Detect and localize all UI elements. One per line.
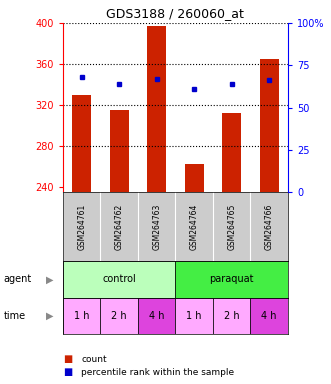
Text: GSM264764: GSM264764 <box>190 204 199 250</box>
Bar <box>110 110 128 192</box>
Bar <box>185 164 204 192</box>
Text: GSM264766: GSM264766 <box>265 204 274 250</box>
Text: paraquat: paraquat <box>210 274 254 285</box>
Bar <box>63 261 175 298</box>
Text: control: control <box>102 274 136 285</box>
Text: 4 h: 4 h <box>149 311 165 321</box>
Bar <box>147 26 166 192</box>
Text: GSM264765: GSM264765 <box>227 204 236 250</box>
Text: GSM264762: GSM264762 <box>115 204 124 250</box>
Bar <box>175 298 213 334</box>
Title: GDS3188 / 260060_at: GDS3188 / 260060_at <box>107 7 244 20</box>
Bar <box>222 113 241 192</box>
Text: ■: ■ <box>63 367 72 377</box>
Bar <box>100 298 138 334</box>
Text: GSM264763: GSM264763 <box>152 204 161 250</box>
Text: 2 h: 2 h <box>224 311 240 321</box>
Bar <box>213 298 251 334</box>
Text: GSM264761: GSM264761 <box>77 204 86 250</box>
Bar <box>72 95 91 192</box>
Text: count: count <box>81 354 107 364</box>
Bar <box>251 298 288 334</box>
Text: 2 h: 2 h <box>111 311 127 321</box>
Text: ■: ■ <box>63 354 72 364</box>
Text: agent: agent <box>3 274 31 285</box>
Text: percentile rank within the sample: percentile rank within the sample <box>81 368 234 377</box>
Bar <box>260 59 279 192</box>
Text: time: time <box>3 311 25 321</box>
Bar <box>63 298 100 334</box>
Text: ▶: ▶ <box>46 311 53 321</box>
Text: ▶: ▶ <box>46 274 53 285</box>
Text: 1 h: 1 h <box>74 311 89 321</box>
Text: 1 h: 1 h <box>186 311 202 321</box>
Bar <box>175 261 288 298</box>
Text: 4 h: 4 h <box>261 311 277 321</box>
Bar <box>138 298 175 334</box>
